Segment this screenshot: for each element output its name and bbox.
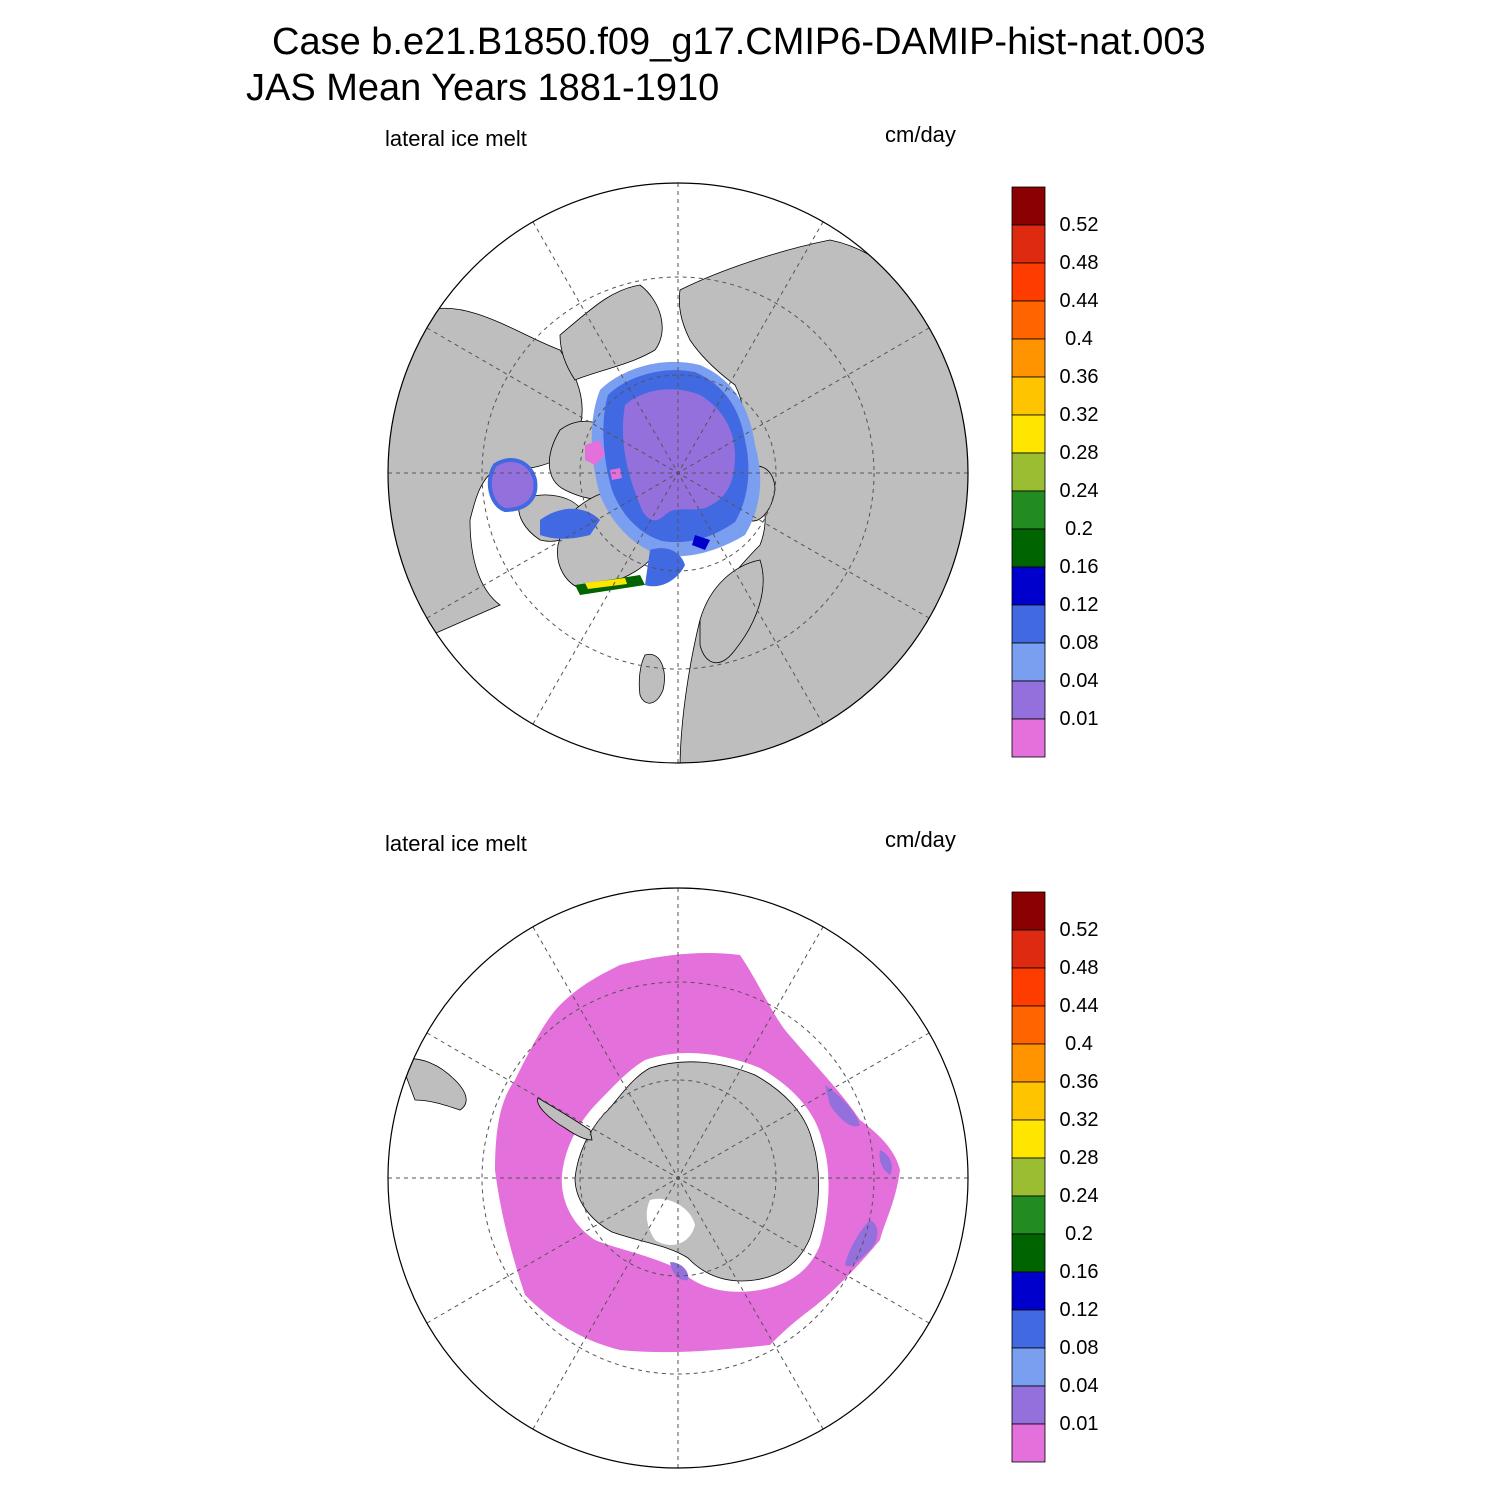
north-colorbar-swatch [1011,452,1046,492]
land-antarctica [574,1061,819,1282]
land-north-america [388,307,583,641]
south-colorbar-swatch [1011,1005,1046,1045]
south-colorbar-swatch [1011,891,1046,931]
south-colorbar-swatch [1011,967,1046,1007]
north-colorbar-tick-label: 0.36 [1059,366,1099,388]
north-colorbar-swatch [1011,262,1046,302]
north-colorbar-tick-label: 0.08 [1059,632,1099,654]
plot-title-period: JAS Mean Years 1881-1910 [246,67,720,109]
north-panel-variable-label: lateral ice melt [385,126,527,151]
north-colorbar-swatch [1011,186,1046,226]
north-colorbar-tick-label: 0.48 [1059,252,1099,274]
south-colorbar-tick-label: 0.44 [1059,995,1099,1017]
south-colorbar-swatch [1011,1423,1046,1463]
south-colorbar-swatch [1011,1233,1046,1273]
north-colorbar-swatch [1011,528,1046,568]
land-british-isles [638,653,665,704]
south-colorbar-tick-label: 0.4 [1065,1033,1093,1055]
north-colorbar-swatch [1011,224,1046,264]
land-alaska [559,284,663,381]
south-colorbar-tick-label: 0.16 [1059,1261,1099,1283]
north-colorbar-tick-label: 0.16 [1059,556,1099,578]
south-polar-map [387,887,969,1469]
north-colorbar-swatch [1011,490,1046,530]
land-south-america [399,1058,467,1111]
plot-title-case: Case b.e21.B1850.f09_g17.CMIP6-DAMIP-his… [272,21,1206,63]
north-colorbar-tick-label: 0.52 [1059,214,1099,236]
south-colorbar-tick-label: 0.36 [1059,1071,1099,1093]
north-colorbar-tick-label: 0.28 [1059,442,1099,464]
north-colorbar-swatch [1011,642,1046,682]
land-antarctic-peninsula [537,1097,593,1141]
colorbar-north [1011,186,1046,758]
south-colorbar-swatch [1011,1347,1046,1387]
north-colorbar-swatch [1011,300,1046,340]
south-colorbar-swatch [1011,1157,1046,1197]
melt-central-arctic [622,389,735,521]
south-colorbar-tick-label: 0.04 [1059,1375,1099,1397]
north-colorbar-tick-label: 0.44 [1059,290,1099,312]
melt-greenland-sea-high [585,578,627,589]
colorbar-south [1011,891,1046,1463]
south-colorbar-tick-label: 0.12 [1059,1299,1099,1321]
south-colorbar-tick-label: 0.48 [1059,957,1099,979]
south-colorbar-swatch [1011,1043,1046,1083]
melt-east-greenland [645,548,685,587]
north-colorbar-tick-label: 0.2 [1065,518,1093,540]
south-colorbar-tick-label: 0.2 [1065,1223,1093,1245]
melt-indian-sector-004 [825,1085,860,1127]
melt-east-sector-004 [879,1150,892,1175]
south-colorbar-tick-label: 0.24 [1059,1185,1099,1207]
south-colorbar-tick-label: 0.08 [1059,1337,1099,1359]
melt-archipelago-pink [585,440,622,480]
north-colorbar-swatch [1011,680,1046,720]
melt-barents-edge [692,535,710,550]
north-colorbar-swatch [1011,604,1046,644]
melt-baffin-bay [540,508,600,539]
north-colorbar-tick-label: 0.01 [1059,708,1099,730]
north-colorbar-swatch [1011,718,1046,758]
north-colorbar-tick-label: 0.32 [1059,404,1099,426]
south-colorbar-swatch [1011,929,1046,969]
north-colorbar-tick-label: 0.4 [1065,328,1093,350]
north-colorbar-swatch [1011,338,1046,378]
north-colorbar-swatch [1011,376,1046,416]
south-colorbar-swatch [1011,1195,1046,1235]
north-colorbar-swatch [1011,414,1046,454]
melt-pacific-sector-004 [845,1220,878,1267]
south-colorbar-tick-label: 0.01 [1059,1413,1099,1435]
north-colorbar-tick-label: 0.24 [1059,480,1099,502]
ross-ice-shelf-gap [646,1198,695,1245]
land-scandinavia [699,559,764,663]
south-colorbar-tick-label: 0.28 [1059,1147,1099,1169]
north-colorbar-tick-label: 0.12 [1059,594,1099,616]
melt-hudson-bay [487,458,538,513]
north-polar-map [387,182,969,764]
south-colorbar-swatch [1011,1385,1046,1425]
north-colorbar-swatch [1011,566,1046,606]
south-colorbar-swatch [1011,1271,1046,1311]
south-panel-units-label: cm/day [885,827,956,852]
south-colorbar-swatch [1011,1081,1046,1121]
south-colorbar-tick-label: 0.32 [1059,1109,1099,1131]
north-colorbar-tick-label: 0.04 [1059,670,1099,692]
south-panel-variable-label: lateral ice melt [385,831,527,856]
south-colorbar-tick-label: 0.52 [1059,919,1099,941]
south-colorbar-swatch [1011,1119,1046,1159]
north-panel-units-label: cm/day [885,122,956,147]
south-colorbar-swatch [1011,1309,1046,1349]
